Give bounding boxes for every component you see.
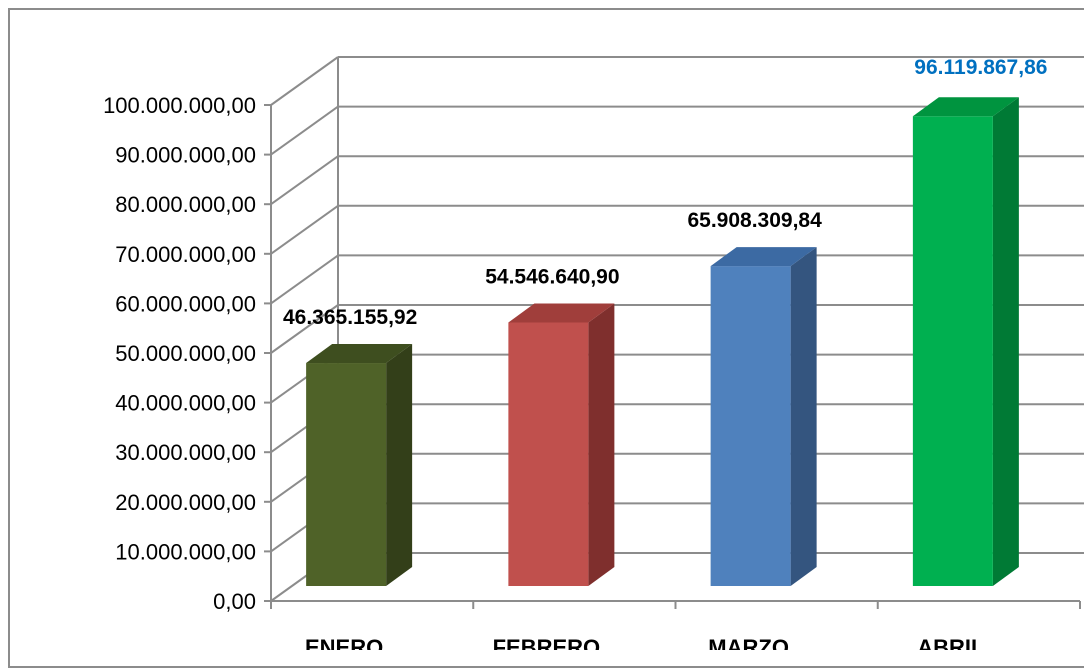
gridline-side	[270, 155, 339, 206]
data-label: 65.908.309,84	[687, 209, 822, 232]
y-tick-label: 40.000.000,00	[115, 391, 256, 416]
y-tick-label: 50.000.000,00	[115, 341, 256, 366]
y-tick-label: 0,00	[213, 589, 256, 614]
bar-top	[710, 247, 817, 267]
bar-enero	[306, 363, 387, 586]
y-tick-label: 90.000.000,00	[115, 143, 256, 168]
y-tick-label: 70.000.000,00	[115, 242, 256, 267]
data-label: 96.119.867,86	[914, 56, 1047, 79]
bar-top	[508, 303, 615, 323]
bar-side	[790, 247, 817, 586]
gridline-side	[270, 254, 339, 305]
y-tick-label: 10.000.000,00	[115, 539, 256, 564]
gridline-side	[270, 56, 339, 106]
data-label: 46.365.155,92	[283, 306, 417, 329]
bar-side	[992, 97, 1019, 586]
y-tick-label: 60.000.000,00	[115, 291, 256, 316]
bar-top	[306, 344, 413, 364]
y-tick-label: 100.000.000,00	[103, 93, 256, 118]
bar-febrero	[508, 322, 589, 586]
bar-top	[912, 97, 1019, 117]
data-label: 54.546.640,90	[485, 265, 619, 288]
bar-abril	[912, 116, 993, 586]
gridline-side	[270, 304, 339, 354]
x-tick-label: ENERO	[305, 635, 383, 650]
gridline-side	[270, 204, 339, 255]
bar-marzo	[710, 266, 791, 586]
x-tick-label: MARZO	[708, 635, 789, 650]
gridline-side	[270, 105, 339, 156]
y-tick-label: 80.000.000,00	[115, 192, 256, 217]
x-tick-label: ABRIL	[917, 635, 984, 650]
bar-side	[386, 344, 413, 586]
y-tick-label: 20.000.000,00	[115, 490, 256, 515]
bar-chart: 0,00 10.000.000,00 20.000.000,00 30.000.000…	[103, 56, 1084, 650]
y-tick-label: 30.000.000,00	[115, 440, 256, 465]
x-tick-label: FEBRERO	[493, 635, 601, 650]
bar-side	[588, 303, 615, 586]
